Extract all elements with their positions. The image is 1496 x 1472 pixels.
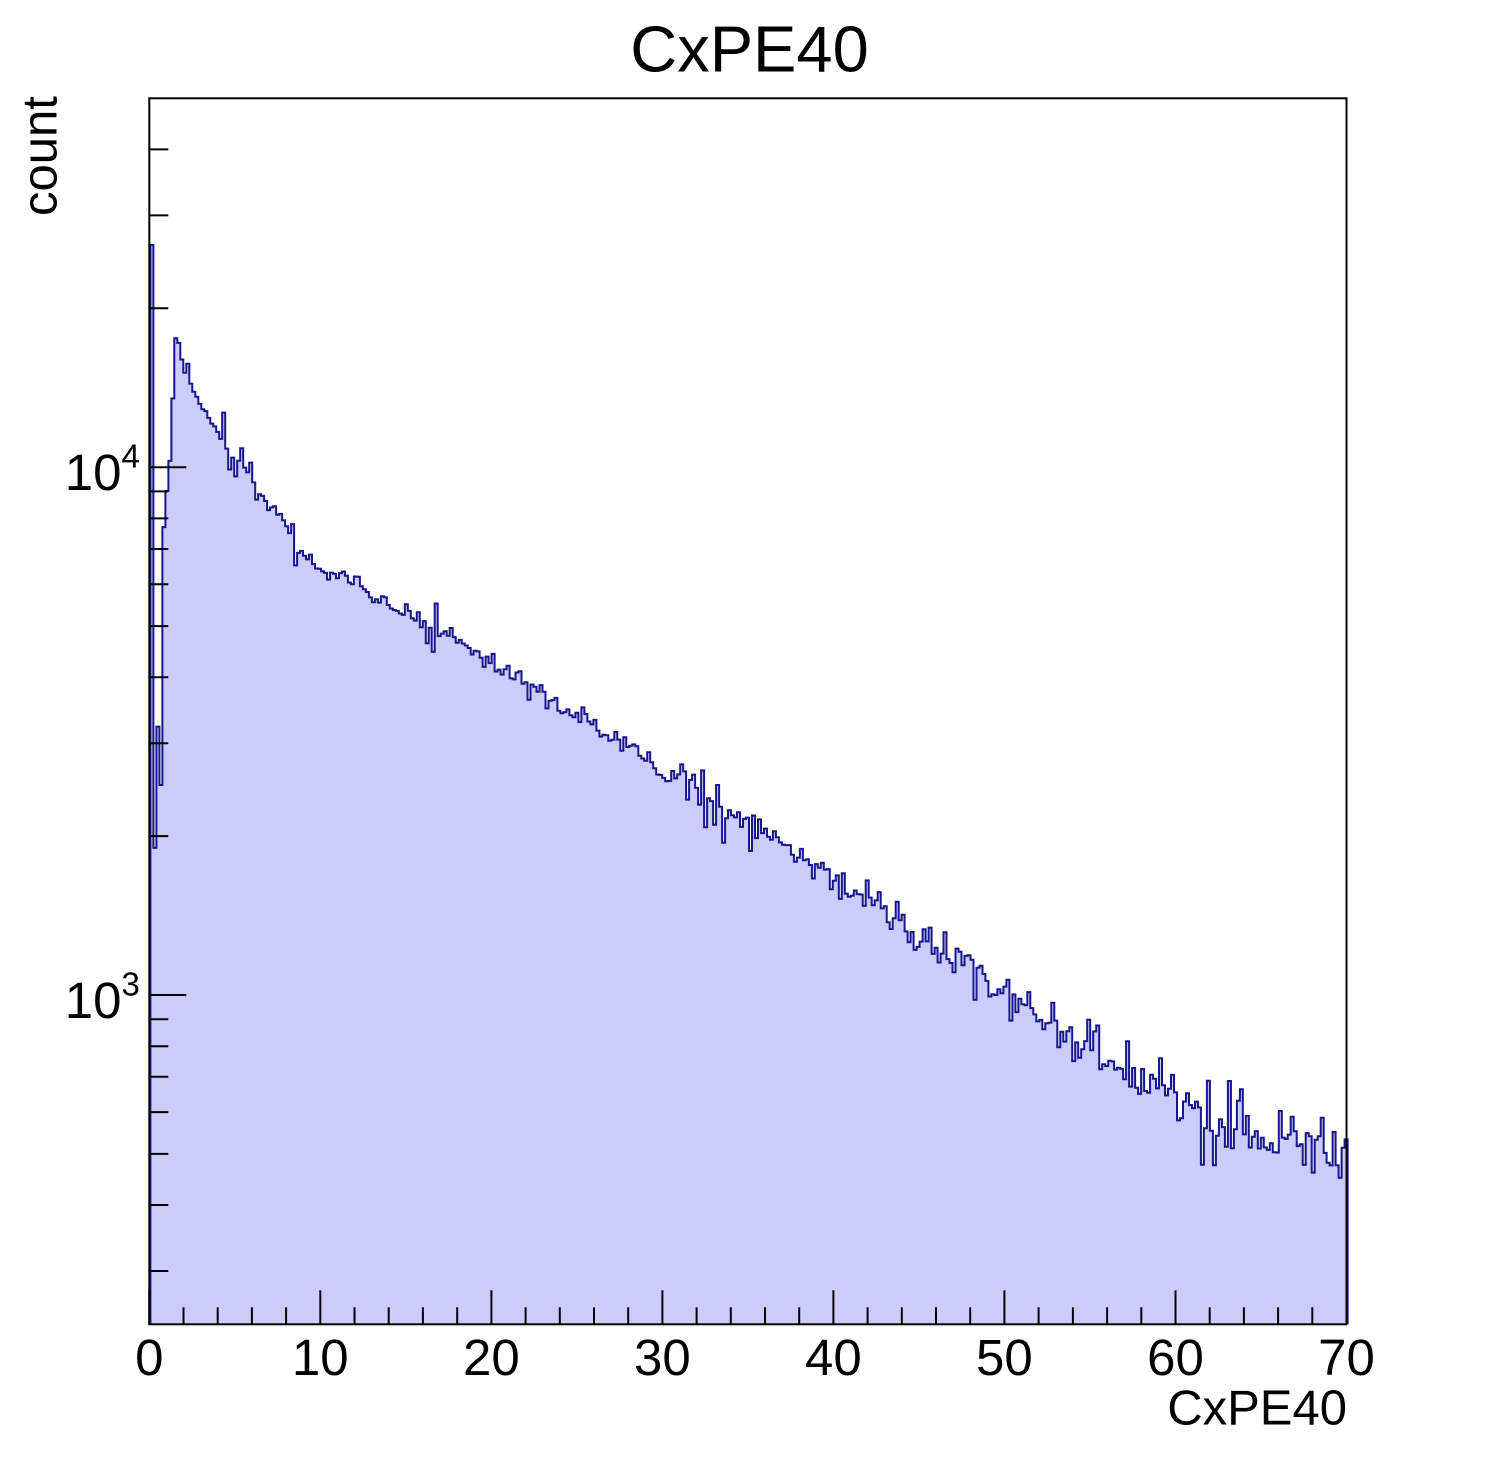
svg-text:60: 60 xyxy=(1147,1329,1204,1386)
svg-text:0: 0 xyxy=(135,1329,163,1386)
svg-text:CxPE40: CxPE40 xyxy=(630,13,868,86)
svg-text:20: 20 xyxy=(463,1329,520,1386)
svg-text:CxPE40: CxPE40 xyxy=(1167,1382,1347,1436)
svg-text:10: 10 xyxy=(65,972,122,1029)
svg-text:3: 3 xyxy=(122,966,140,1003)
svg-text:50: 50 xyxy=(976,1329,1033,1386)
svg-text:10: 10 xyxy=(292,1329,349,1386)
svg-text:count: count xyxy=(14,96,68,216)
svg-text:70: 70 xyxy=(1318,1329,1375,1386)
svg-text:40: 40 xyxy=(805,1329,862,1386)
svg-text:4: 4 xyxy=(122,438,140,475)
svg-text:30: 30 xyxy=(634,1329,691,1386)
svg-text:10: 10 xyxy=(65,444,122,501)
